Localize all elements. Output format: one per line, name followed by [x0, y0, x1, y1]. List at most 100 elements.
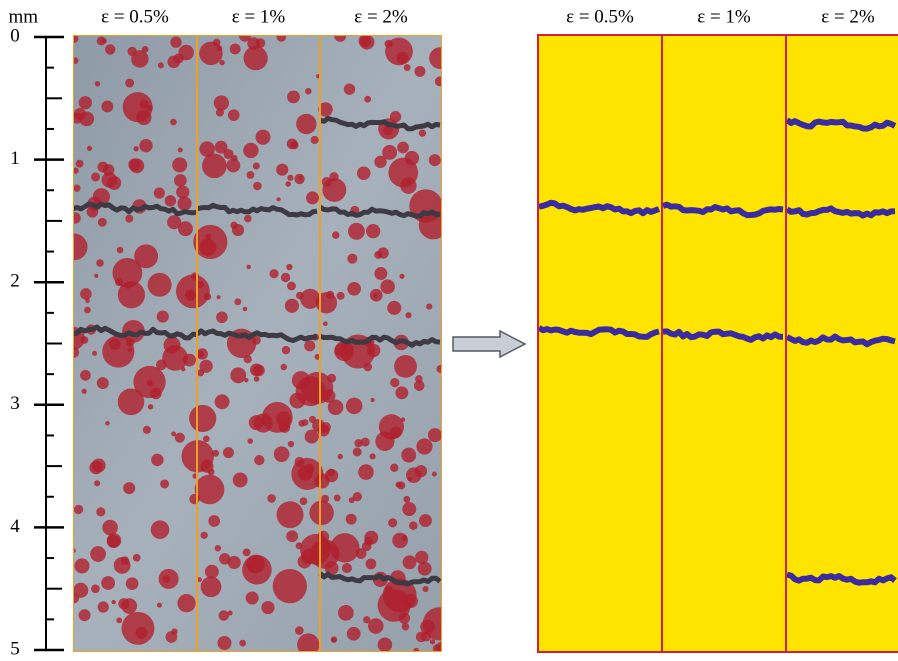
spot — [121, 598, 138, 614]
spot — [217, 635, 232, 650]
spot — [395, 386, 409, 400]
spot — [253, 181, 262, 191]
spot — [413, 647, 420, 652]
spot — [81, 388, 87, 394]
spot — [178, 221, 193, 237]
spot — [85, 298, 90, 303]
spot — [360, 437, 370, 447]
spot — [310, 135, 319, 145]
spot — [73, 112, 83, 124]
tick-label: 3 — [10, 393, 20, 414]
spot — [272, 568, 307, 604]
spot — [326, 290, 335, 299]
spot — [301, 419, 309, 426]
spot — [105, 44, 116, 55]
spot — [337, 453, 343, 460]
spot — [327, 468, 336, 477]
spot — [375, 431, 395, 451]
spot — [128, 158, 141, 172]
column-label: ε = 0.5% — [101, 6, 169, 27]
spot — [418, 129, 427, 137]
spot — [345, 513, 357, 525]
spot — [347, 253, 358, 264]
spot — [287, 90, 300, 104]
spot — [280, 272, 291, 283]
spot — [287, 174, 294, 181]
tick-label: 4 — [10, 516, 20, 537]
spot — [199, 238, 217, 256]
arrow — [452, 329, 527, 359]
spot — [286, 263, 293, 271]
spot — [173, 53, 184, 64]
spot — [301, 548, 317, 564]
crack — [318, 204, 441, 219]
spot — [223, 148, 234, 160]
spot — [246, 554, 265, 574]
spot — [204, 564, 219, 579]
spot — [285, 181, 291, 187]
crack-segment — [786, 571, 897, 586]
spot — [167, 215, 182, 230]
spot — [287, 281, 296, 291]
spot — [156, 310, 169, 323]
crack — [319, 333, 441, 348]
spot — [397, 141, 409, 154]
spot — [115, 278, 123, 287]
spot — [227, 555, 241, 570]
crack-segment — [537, 325, 660, 340]
spot — [401, 534, 408, 541]
spot — [429, 47, 442, 69]
spot — [276, 163, 289, 176]
spot — [170, 36, 182, 48]
column-label: ε = 1% — [697, 6, 751, 27]
spot — [197, 577, 202, 583]
spot — [122, 92, 153, 123]
crack-segment — [538, 199, 661, 217]
spot — [368, 618, 384, 634]
spot — [369, 288, 383, 302]
spot — [78, 609, 91, 622]
spot — [409, 521, 418, 530]
spot — [243, 142, 259, 159]
spot — [91, 172, 101, 182]
spot — [402, 555, 417, 570]
spot — [124, 281, 132, 289]
spot — [212, 449, 220, 457]
spot — [177, 147, 183, 153]
tick-label: 1 — [10, 148, 20, 169]
segmentation-background — [538, 35, 898, 652]
spot — [300, 288, 321, 309]
spot — [242, 306, 248, 312]
spot — [297, 465, 313, 481]
spot — [276, 501, 304, 529]
spot — [120, 556, 130, 565]
crack — [196, 202, 318, 218]
spot — [231, 223, 245, 237]
spot — [286, 530, 299, 543]
crack-segment — [785, 117, 897, 132]
spot — [101, 576, 116, 590]
spot — [117, 388, 145, 416]
spot — [96, 377, 109, 390]
spot — [296, 113, 317, 135]
spot — [134, 244, 159, 269]
spot — [73, 233, 88, 261]
spot — [345, 397, 363, 415]
spot — [401, 622, 410, 631]
spot — [405, 312, 412, 319]
spot — [196, 369, 205, 377]
spot — [147, 272, 172, 297]
spot — [139, 99, 149, 109]
micrograph-panel — [73, 35, 442, 652]
spot — [156, 602, 162, 608]
spot — [127, 347, 133, 352]
spot — [269, 269, 279, 279]
spot — [176, 185, 190, 199]
spot — [199, 359, 213, 373]
spot — [86, 205, 99, 218]
spot — [358, 464, 374, 480]
spot — [109, 338, 121, 350]
spot — [202, 435, 210, 443]
